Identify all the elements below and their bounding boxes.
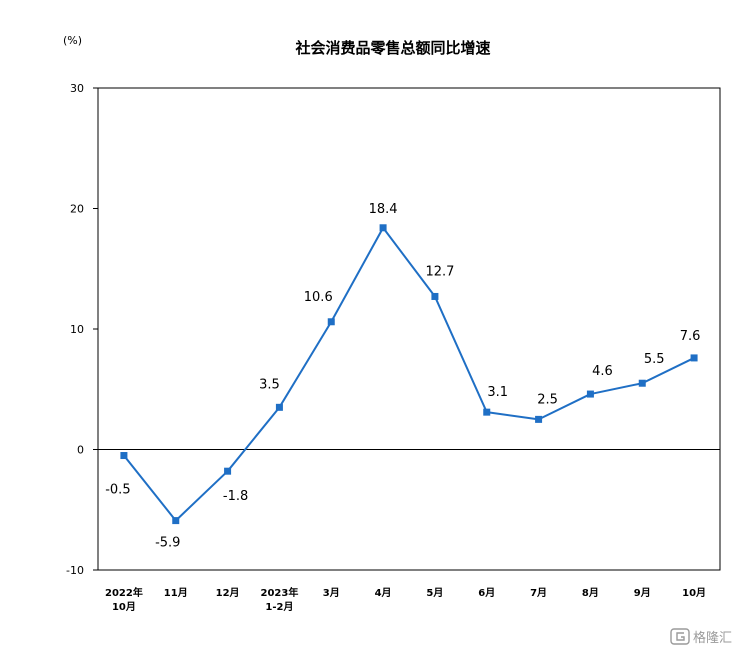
data-point (690, 354, 698, 362)
data-point (586, 390, 594, 398)
data-label: -1.8 (223, 489, 248, 504)
watermark-text: 格隆汇 (693, 630, 732, 646)
data-point (224, 467, 232, 475)
data-label: 7.6 (680, 329, 701, 344)
x-tick-label: 4月 (375, 587, 392, 599)
x-tick-label: 8月 (582, 587, 599, 599)
plot-area (97, 87, 721, 571)
x-tick-label: 2023年 1-2月 (260, 586, 298, 613)
data-labels: -0.5 -5.9 -1.8 3.5 10.6 18.4 12.7 3.1 2.5 4.6 5.5 7… (105, 202, 700, 551)
data-point (535, 415, 543, 423)
x-tick-label: 5月 (426, 587, 443, 599)
data-label: -5.9 (155, 536, 180, 551)
x-tick-label: 11月 (164, 587, 188, 599)
y-tick-label: 20 (70, 203, 84, 216)
unit-label: (%) (63, 34, 82, 47)
data-label: 4.6 (592, 364, 613, 379)
g-logo-icon (670, 628, 690, 645)
y-tick-label: -10 (66, 564, 84, 577)
data-label: 3.1 (487, 385, 508, 400)
series-path (123, 226, 695, 522)
data-label: 12.7 (425, 264, 454, 279)
x-tick-label: 12月 (216, 587, 240, 599)
x-tick-label: 9月 (634, 587, 651, 599)
chart-title: 社会消费品零售总额同比增速 (294, 39, 490, 57)
data-label: 2.5 (537, 392, 558, 407)
data-point (275, 403, 283, 411)
x-tick-label: 10月 (682, 587, 706, 599)
x-tick-label: 7月 (530, 587, 547, 599)
data-point (483, 408, 491, 416)
data-point (172, 517, 180, 525)
watermark: 格隆汇 (670, 628, 732, 646)
data-label: 10.6 (304, 290, 333, 305)
y-tick-label: 30 (70, 82, 84, 95)
y-tick-label: 10 (70, 323, 84, 336)
data-label: 3.5 (259, 377, 280, 392)
data-label: 5.5 (644, 352, 665, 367)
data-point (638, 379, 646, 387)
y-axis: -10 0 10 20 30 (66, 82, 98, 577)
data-point (120, 452, 128, 460)
data-label: 18.4 (369, 202, 398, 217)
series-line (120, 224, 698, 525)
data-label: -0.5 (105, 483, 130, 498)
x-tick-label: 3月 (323, 587, 340, 599)
y-tick-label: 0 (77, 444, 84, 457)
data-point (431, 292, 439, 300)
data-point (379, 224, 387, 232)
x-tick-label: 6月 (478, 587, 495, 599)
data-point (327, 318, 335, 326)
x-axis: 2022年 10月 11月 12月 2023年 1-2月 3月 4月 5月 6月 7月 8月 9月 10月 (98, 449, 720, 613)
x-tick-label: 2022年 10月 (105, 586, 143, 613)
